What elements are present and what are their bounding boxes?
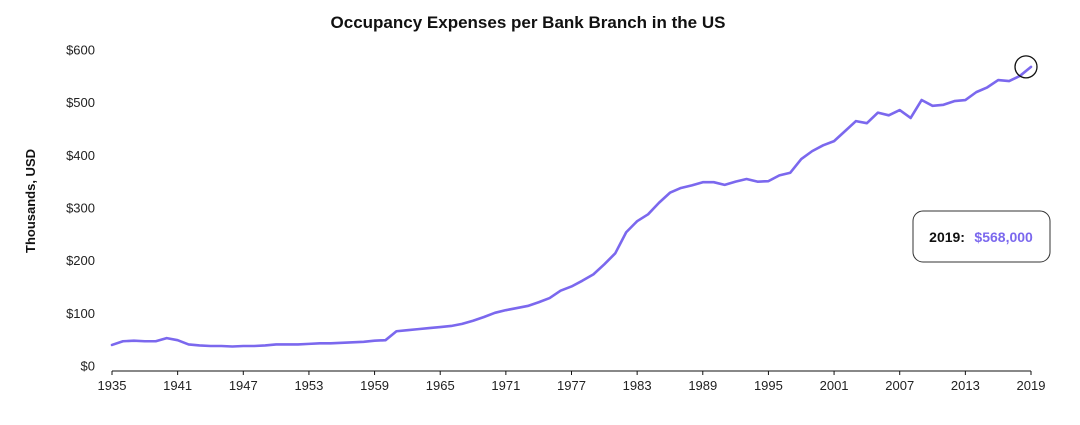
- x-axis-ticks: 1935 1941 1947 1953 1959 1965 1971 1977 1983 1989…: [98, 371, 1046, 393]
- x-tick-label: 1983: [623, 378, 652, 393]
- x-tick-label: 1995: [754, 378, 783, 393]
- x-tick-label: 2007: [885, 378, 914, 393]
- x-tick-label: 1935: [98, 378, 127, 393]
- x-tick-label: 2013: [951, 378, 980, 393]
- y-tick-label: $200: [66, 253, 95, 268]
- callout-value: $568,000: [974, 229, 1033, 245]
- x-tick-label: 2019: [1017, 378, 1046, 393]
- callout-text: 2019: $568,000: [929, 229, 1033, 246]
- x-tick-label: 1947: [229, 378, 258, 393]
- callout-box: [912, 210, 1051, 263]
- chart-title: Occupancy Expenses per Bank Branch in th…: [331, 13, 726, 32]
- x-tick-label: 1941: [163, 378, 192, 393]
- series-line: [110, 65, 1033, 348]
- x-tick-label: 1959: [360, 378, 389, 393]
- y-axis-title: Thousands, USD: [23, 149, 38, 253]
- x-tick-label: 1965: [426, 378, 455, 393]
- y-tick-label: $600: [66, 43, 95, 58]
- x-tick-label: 2001: [820, 378, 849, 393]
- y-tick-label: $400: [66, 148, 95, 163]
- x-tick-label: 1977: [557, 378, 586, 393]
- x-tick-label: 1989: [688, 378, 717, 393]
- y-tick-label: $500: [66, 95, 95, 110]
- y-tick-label: $0: [81, 359, 95, 374]
- x-tick-label: 1971: [491, 378, 520, 393]
- x-tick-label: 1953: [294, 378, 323, 393]
- value-callout: 2019: $568,000: [912, 210, 1051, 263]
- series-layer: [110, 65, 1033, 348]
- callout-year: 2019:: [929, 229, 965, 245]
- y-axis-ticks: $0 $100 $200 $300 $400 $500 $600: [66, 43, 95, 374]
- y-tick-label: $100: [66, 306, 95, 321]
- highlight-circle: [1014, 55, 1038, 79]
- y-tick-label: $300: [66, 201, 95, 216]
